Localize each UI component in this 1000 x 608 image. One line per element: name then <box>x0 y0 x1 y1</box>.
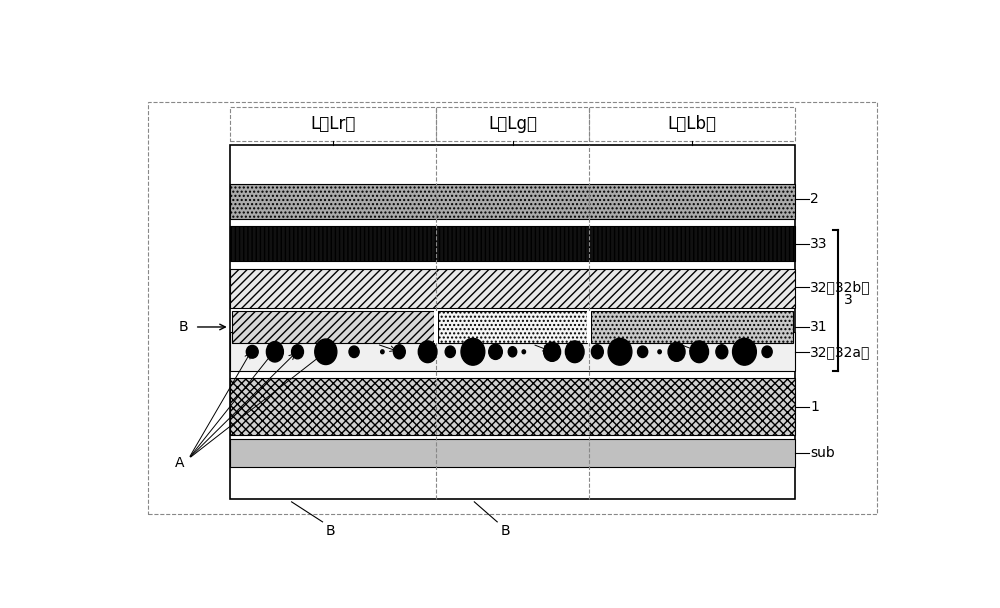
Text: 33: 33 <box>810 237 828 250</box>
Bar <box>148 102 877 514</box>
Bar <box>230 107 436 142</box>
Ellipse shape <box>522 350 526 354</box>
Bar <box>436 107 589 142</box>
Ellipse shape <box>315 339 337 365</box>
Ellipse shape <box>246 345 258 358</box>
Ellipse shape <box>591 345 603 359</box>
Ellipse shape <box>733 339 756 365</box>
Ellipse shape <box>508 347 517 357</box>
Bar <box>587 311 591 343</box>
Ellipse shape <box>668 342 685 361</box>
Bar <box>589 107 795 142</box>
Text: A: A <box>175 457 184 471</box>
Text: 1: 1 <box>810 399 819 413</box>
Ellipse shape <box>418 341 437 362</box>
Ellipse shape <box>565 341 584 362</box>
Ellipse shape <box>266 342 283 362</box>
Ellipse shape <box>445 346 455 358</box>
Text: 32（32a）: 32（32a） <box>810 345 870 359</box>
Text: L（Lr）: L（Lr） <box>310 115 356 133</box>
Bar <box>230 269 795 308</box>
Text: B: B <box>178 320 188 334</box>
Text: B: B <box>325 524 335 538</box>
Ellipse shape <box>638 346 648 358</box>
Ellipse shape <box>658 350 661 354</box>
Ellipse shape <box>349 346 359 358</box>
Ellipse shape <box>716 345 728 359</box>
Bar <box>230 378 795 435</box>
Bar <box>232 311 434 343</box>
Text: L（Lg）: L（Lg） <box>488 115 537 133</box>
Text: 2: 2 <box>810 193 819 207</box>
Text: 3: 3 <box>844 294 853 308</box>
Ellipse shape <box>544 342 561 361</box>
Text: 31: 31 <box>810 320 828 334</box>
Bar <box>438 311 587 343</box>
Text: 32（32b）: 32（32b） <box>810 280 871 294</box>
Ellipse shape <box>393 345 405 359</box>
Bar <box>230 438 795 467</box>
Text: L（Lb）: L（Lb） <box>668 115 717 133</box>
Ellipse shape <box>461 339 485 365</box>
Ellipse shape <box>690 341 709 362</box>
Text: B: B <box>500 524 510 538</box>
Ellipse shape <box>381 350 384 354</box>
Ellipse shape <box>608 339 632 365</box>
Bar <box>230 333 795 371</box>
Bar <box>434 311 438 343</box>
Ellipse shape <box>762 346 772 358</box>
Bar <box>230 145 795 499</box>
Bar <box>591 311 793 343</box>
Bar <box>230 226 795 261</box>
Ellipse shape <box>489 344 502 359</box>
Ellipse shape <box>292 345 303 359</box>
Bar <box>230 184 795 219</box>
Text: sub: sub <box>810 446 835 460</box>
